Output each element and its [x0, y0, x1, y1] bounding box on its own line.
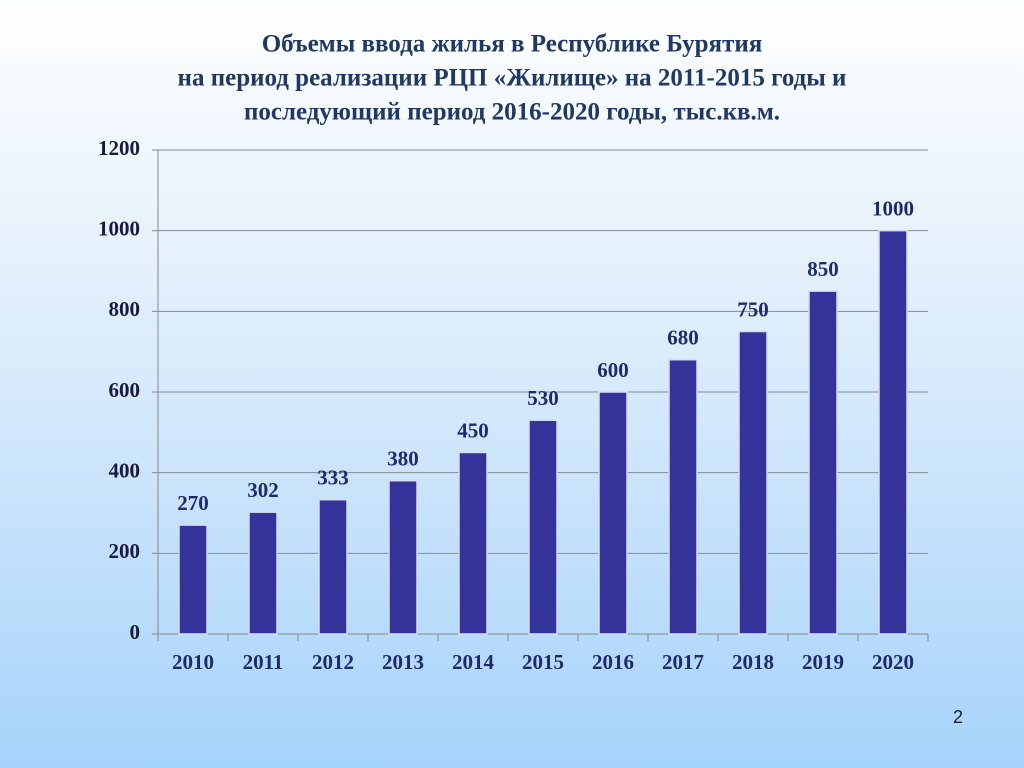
x-tick-label: 2015: [522, 650, 564, 674]
data-label: 600: [597, 358, 629, 382]
data-label: 270: [177, 491, 209, 515]
bar: [318, 498, 348, 635]
x-tick-label: 2020: [872, 650, 914, 674]
x-tick-label: 2010: [172, 650, 214, 674]
x-tick-label: 2014: [452, 650, 495, 674]
bar: [598, 391, 628, 635]
x-tick-label: 2016: [592, 650, 634, 674]
chart-title: на период реализации РЦП «Жилище» на 201…: [178, 65, 847, 92]
page-number: 2: [953, 707, 963, 727]
bar: [808, 290, 838, 635]
y-tick-label: 600: [109, 378, 141, 402]
data-label: 380: [387, 447, 419, 471]
bar: [738, 330, 768, 635]
y-tick-label: 400: [109, 458, 141, 482]
data-label: 680: [667, 326, 699, 350]
chart-title: последующий период 2016-2020 годы, тыс.к…: [244, 99, 780, 126]
data-label: 750: [737, 297, 769, 321]
bar: [178, 524, 208, 635]
x-tick-label: 2018: [732, 650, 774, 674]
bar: [458, 451, 488, 635]
data-label: 530: [527, 386, 559, 410]
data-label: 850: [807, 257, 839, 281]
y-tick-label: 0: [130, 620, 141, 644]
bar: [388, 479, 418, 635]
data-label: 450: [457, 418, 489, 442]
bar: [248, 511, 278, 635]
chart-title: Объемы ввода жилья в Республике Бурятия: [262, 31, 763, 58]
data-label: 333: [317, 466, 349, 490]
x-tick-label: 2011: [243, 650, 284, 674]
x-tick-label: 2012: [312, 650, 354, 674]
y-tick-label: 200: [109, 539, 141, 563]
y-tick-label: 1000: [98, 216, 140, 240]
y-tick-label: 1200: [98, 136, 140, 160]
x-tick-label: 2019: [802, 650, 844, 674]
x-tick-label: 2013: [382, 650, 424, 674]
data-label: 1000: [872, 196, 914, 220]
data-label: 302: [247, 478, 279, 502]
bar: [878, 229, 908, 635]
bar: [528, 419, 558, 635]
y-tick-label: 800: [109, 297, 141, 321]
x-tick-label: 2017: [662, 650, 704, 674]
bar: [668, 358, 698, 635]
